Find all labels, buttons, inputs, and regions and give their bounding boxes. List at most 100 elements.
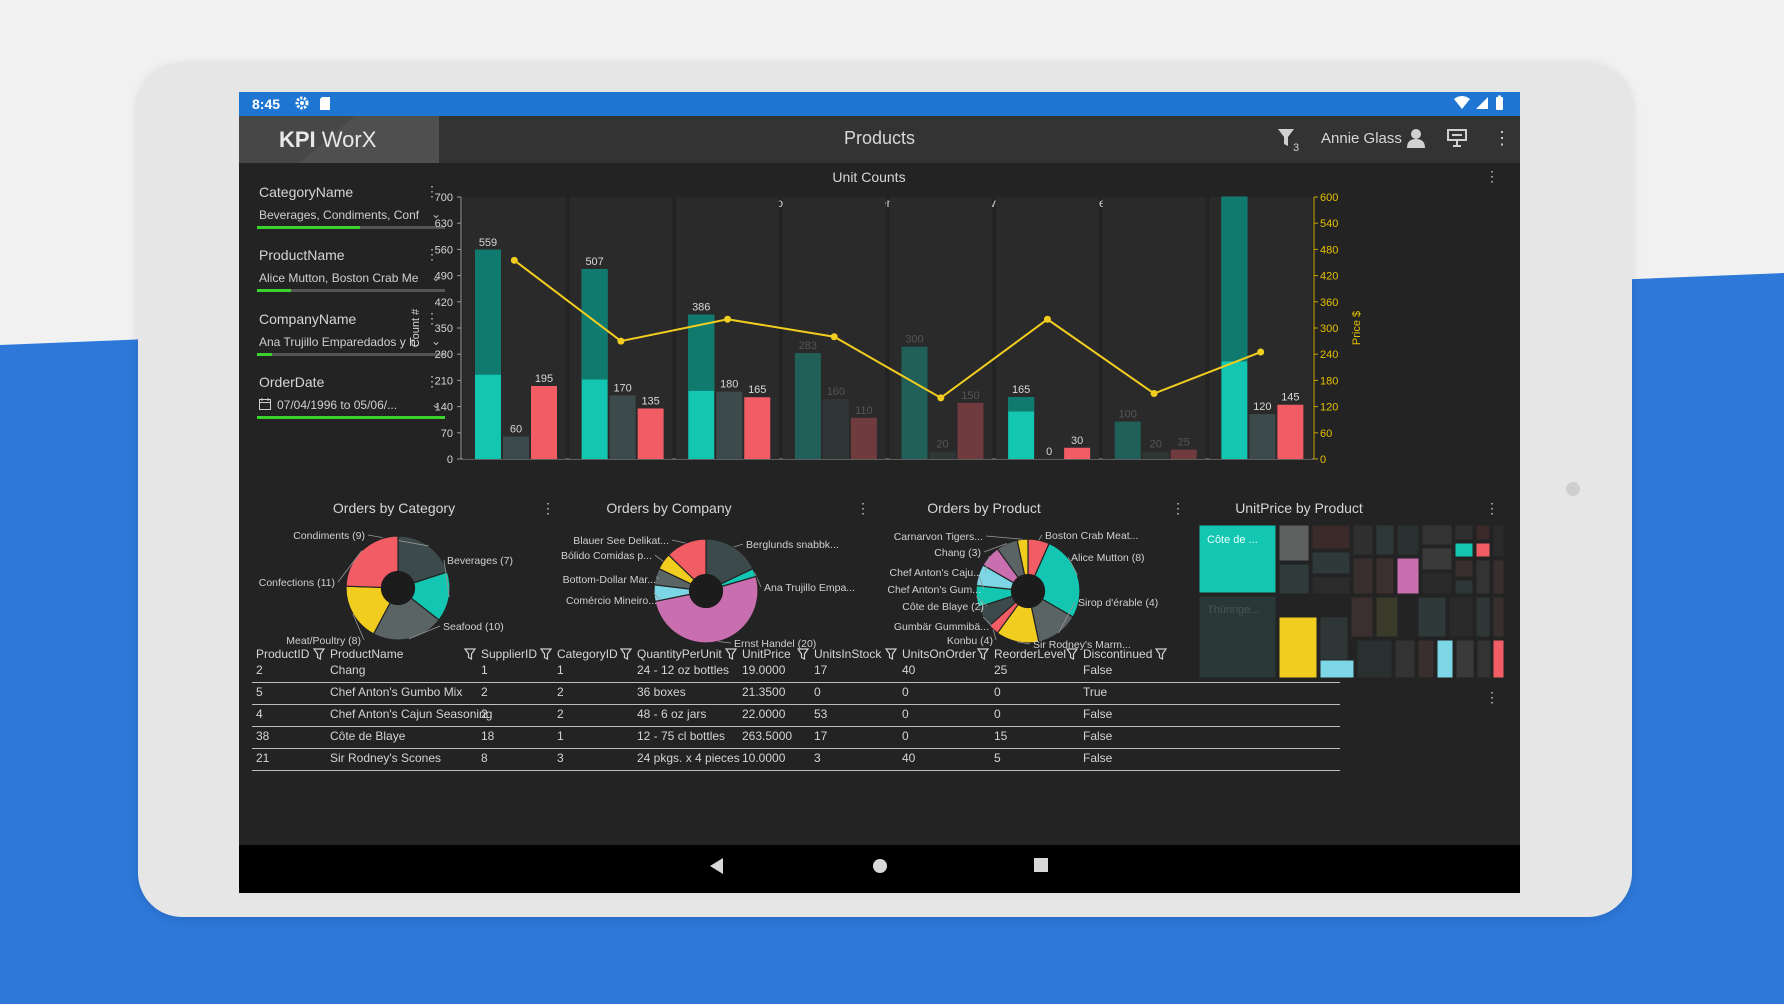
table-cell-productid: 21 bbox=[256, 751, 270, 765]
back-icon[interactable] bbox=[709, 857, 725, 875]
pie-label: Chef Anton's Caju... bbox=[890, 567, 982, 579]
filter-count: 3 bbox=[1293, 142, 1300, 154]
kebab-menu-icon[interactable]: ⋮ bbox=[1485, 689, 1499, 705]
column-filter-icon[interactable] bbox=[1066, 648, 1078, 660]
column-filter-icon[interactable] bbox=[313, 648, 325, 660]
data-label: 25 bbox=[1178, 437, 1190, 449]
pie-leader-line bbox=[985, 535, 1023, 540]
y2-axis-label: Price $ bbox=[1351, 311, 1363, 345]
filter-progress-fill bbox=[257, 226, 361, 229]
overflow-menu-icon[interactable]: ⋮ bbox=[1493, 128, 1511, 148]
kebab-menu-icon[interactable]: ⋮ bbox=[425, 373, 439, 389]
treemap-cell bbox=[1199, 525, 1277, 594]
column-filter-icon[interactable] bbox=[540, 648, 552, 660]
bar-instock bbox=[794, 353, 821, 459]
treemap-cell bbox=[1421, 572, 1453, 595]
column-filter-icon[interactable] bbox=[797, 648, 809, 660]
table-row[interactable]: 21 Sir Rodney's Scones 8 3 24 pkgs. x 4 piec… bbox=[252, 749, 1340, 771]
treemap-cell bbox=[1436, 639, 1454, 678]
line-unitprice bbox=[513, 259, 1262, 400]
table-row[interactable]: 5 Chef Anton's Gumbo Mix 2 2 36 boxes 21.3500… bbox=[252, 683, 1340, 705]
recents-icon[interactable] bbox=[1033, 857, 1049, 873]
chart-title: Unit Counts bbox=[832, 169, 906, 185]
treemap-cell bbox=[1448, 596, 1474, 638]
orders-by-category-chart: Condiments (9) Beverages (7) Seafood (10) M… bbox=[259, 530, 513, 647]
sd-card-icon bbox=[320, 97, 330, 110]
column-header-productid[interactable]: ProductID bbox=[256, 647, 310, 661]
kebab-menu-icon[interactable]: ⋮ bbox=[425, 310, 439, 326]
filter-progress-fill bbox=[257, 353, 273, 356]
presentation-icon[interactable] bbox=[1447, 129, 1467, 147]
kebab-menu-icon[interactable]: ⋮ bbox=[1485, 500, 1499, 516]
column-filter-icon[interactable] bbox=[620, 648, 632, 660]
filter-progress-track bbox=[257, 226, 445, 229]
kebab-menu-icon[interactable]: ⋮ bbox=[425, 183, 439, 199]
pie-label: Comércio Mineiro... bbox=[566, 595, 657, 607]
table-cell-unitsinstock: 3 bbox=[814, 751, 821, 765]
column-header-discontinued[interactable]: Discontinued bbox=[1083, 647, 1153, 661]
android-nav-bar bbox=[239, 845, 1520, 893]
user-name[interactable]: Annie Glass bbox=[1321, 130, 1402, 147]
filter-category-name[interactable]: CategoryName ⋮ Beverages, Condiments, Co… bbox=[253, 177, 447, 233]
data-label: 100 bbox=[1119, 409, 1137, 421]
chevron-down-icon[interactable]: ⌄ bbox=[430, 207, 441, 221]
filter-company-name[interactable]: CompanyName ⋮ Ana Trujillo Emparedados y… bbox=[253, 304, 447, 360]
kebab-menu-icon[interactable]: ⋮ bbox=[425, 246, 439, 262]
bar-onorder bbox=[1142, 451, 1169, 459]
treemap-cell bbox=[1319, 659, 1355, 678]
column-header-productname[interactable]: ProductName bbox=[330, 647, 404, 661]
pie-label: Sir Rodney's Marm... bbox=[1033, 639, 1131, 651]
y2-tick-label: 360 bbox=[1320, 297, 1338, 309]
bar-instock bbox=[1114, 421, 1141, 459]
column-filter-icon[interactable] bbox=[464, 648, 476, 660]
y2-tick-label: 180 bbox=[1320, 375, 1338, 387]
bar-instock bbox=[901, 346, 928, 459]
chevron-down-icon[interactable]: ⌄ bbox=[430, 397, 441, 411]
kebab-menu-icon[interactable]: ⋮ bbox=[541, 500, 555, 516]
table-cell-discontinued: False bbox=[1083, 729, 1113, 743]
table-row[interactable]: 4 Chef Anton's Cajun Seasoning 2 2 48 - 6 oz… bbox=[252, 705, 1340, 727]
home-icon[interactable] bbox=[871, 857, 889, 875]
bar-instock-overlay bbox=[475, 249, 501, 375]
column-filter-icon[interactable] bbox=[977, 648, 989, 660]
table-cell-supplierid: 8 bbox=[481, 751, 488, 765]
table-cell-supplierid: 2 bbox=[481, 707, 488, 721]
column-filter-icon[interactable] bbox=[725, 648, 737, 660]
kebab-menu-icon[interactable]: ⋮ bbox=[856, 500, 870, 516]
treemap-cell bbox=[1475, 542, 1491, 558]
table-cell-unitprice: 21.3500 bbox=[742, 685, 786, 699]
chevron-down-icon[interactable]: ⌄ bbox=[430, 270, 441, 284]
pie-label: Côte de Blaye (2) bbox=[902, 601, 984, 613]
kebab-menu-icon[interactable]: ⋮ bbox=[1171, 500, 1185, 516]
logo[interactable]: KPI WorX bbox=[279, 127, 376, 153]
column-filter-icon[interactable] bbox=[885, 648, 897, 660]
filter-order-date[interactable]: OrderDate ⋮ 07/04/1996 to 05/06/... ⌄ bbox=[253, 367, 447, 423]
column-header-categoryid[interactable]: CategoryID bbox=[557, 647, 618, 661]
column-header-supplierid[interactable]: SupplierID bbox=[481, 647, 538, 661]
bar-instock-overlay bbox=[1008, 397, 1035, 412]
table-row[interactable]: 2 Chang 1 1 24 - 12 oz bottles 19.0000 17 40 25 F… bbox=[252, 661, 1340, 683]
y2-tick-label: 240 bbox=[1320, 349, 1338, 361]
table-row[interactable]: 38 Côte de Blaye 18 1 12 - 75 cl bottles 263.… bbox=[252, 727, 1340, 749]
column-header-quantityperunit[interactable]: QuantityPerUnit bbox=[637, 647, 722, 661]
column-filter-icon[interactable] bbox=[1155, 648, 1167, 660]
kebab-menu-icon[interactable]: ⋮ bbox=[1485, 168, 1499, 184]
bar-reorderlevel bbox=[1277, 404, 1304, 459]
column-header-reorderlevel[interactable]: ReorderLevel bbox=[994, 647, 1067, 661]
treemap-cell bbox=[1476, 639, 1492, 678]
table-cell-discontinued: True bbox=[1083, 685, 1108, 699]
pie-leader-line bbox=[408, 625, 441, 640]
treemap-cell bbox=[1492, 596, 1504, 638]
y-tick-label: 630 bbox=[435, 218, 453, 230]
table-cell-discontinued: False bbox=[1083, 707, 1113, 721]
filter-product-name[interactable]: ProductName ⋮ Alice Mutton, Boston Crab … bbox=[253, 240, 447, 296]
chevron-down-icon[interactable]: ⌄ bbox=[430, 334, 441, 348]
column-header-unitsinstock[interactable]: UnitsInStock bbox=[814, 647, 882, 661]
y-tick-label: 700 bbox=[435, 192, 453, 204]
user-icon[interactable] bbox=[1407, 128, 1425, 148]
column-header-unitsonorder[interactable]: UnitsOnOrder bbox=[902, 647, 977, 661]
filter-icon[interactable] bbox=[1277, 128, 1295, 148]
table-cell-unitsonorder: 0 bbox=[902, 685, 909, 699]
pie-slice bbox=[654, 575, 759, 644]
column-header-unitprice[interactable]: UnitPrice bbox=[742, 647, 791, 661]
